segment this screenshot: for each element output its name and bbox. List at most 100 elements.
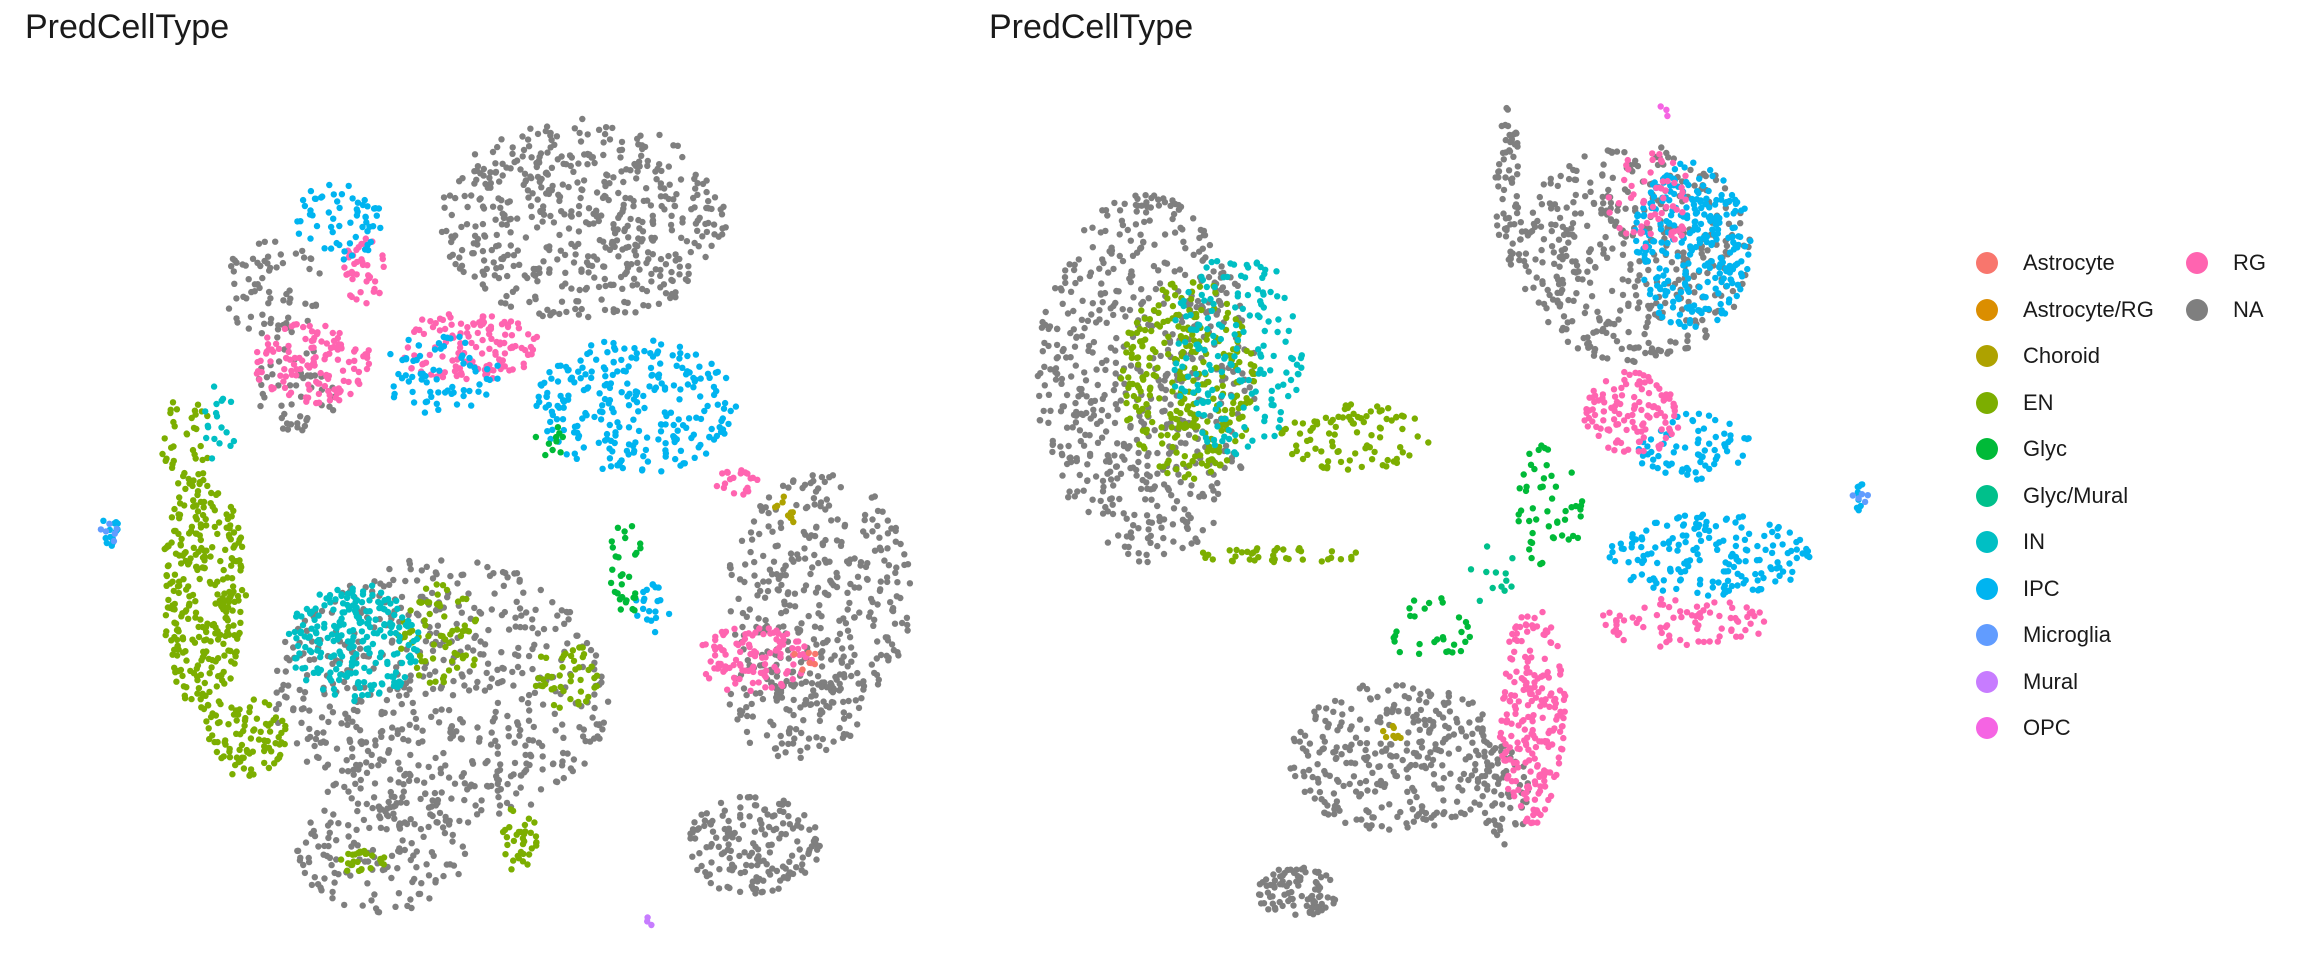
data-point — [527, 751, 534, 758]
data-point — [440, 673, 448, 680]
data-point — [624, 299, 631, 306]
data-point — [189, 636, 196, 643]
data-point — [304, 735, 311, 743]
data-point — [275, 701, 282, 708]
data-point — [904, 561, 912, 568]
data-point — [1522, 262, 1529, 270]
data-point — [591, 704, 598, 712]
data-point — [649, 217, 657, 224]
data-point — [1073, 334, 1080, 341]
data-point — [388, 852, 396, 859]
data-point — [1570, 166, 1577, 174]
data-point — [411, 821, 418, 828]
data-point — [884, 517, 891, 524]
data-point — [536, 153, 543, 161]
data-point — [203, 628, 210, 636]
data-point — [249, 255, 257, 262]
data-point — [595, 439, 602, 446]
data-point — [1169, 215, 1176, 223]
data-point — [527, 829, 534, 836]
data-point — [460, 360, 467, 367]
data-point — [535, 393, 542, 400]
data-point — [1119, 306, 1126, 313]
data-point — [334, 631, 341, 639]
data-point — [344, 684, 351, 692]
data-point — [1602, 233, 1609, 241]
data-point — [477, 195, 484, 202]
data-point — [299, 621, 307, 629]
data-point — [572, 305, 579, 313]
data-point — [644, 249, 652, 256]
data-point — [665, 195, 672, 203]
data-point — [174, 583, 182, 590]
data-point — [337, 856, 345, 863]
data-point — [464, 324, 471, 331]
cluster-ipc — [633, 581, 673, 636]
data-point — [457, 340, 464, 347]
data-point — [452, 260, 459, 268]
data-point — [553, 133, 561, 140]
data-point — [1582, 193, 1589, 200]
data-point — [750, 518, 758, 525]
data-point — [380, 861, 387, 868]
data-point — [1085, 342, 1093, 350]
data-point — [734, 716, 741, 723]
data-point — [492, 737, 499, 744]
data-point — [826, 558, 833, 565]
data-point — [475, 388, 482, 395]
data-point — [1600, 200, 1607, 207]
data-point — [582, 371, 589, 378]
data-point — [559, 397, 567, 404]
data-point — [340, 621, 347, 628]
data-point — [619, 593, 626, 601]
data-point — [1527, 229, 1534, 236]
data-point — [190, 477, 197, 484]
data-point — [177, 541, 184, 548]
data-point — [738, 537, 746, 544]
data-point — [789, 478, 797, 485]
data-point — [1047, 366, 1054, 373]
data-point — [650, 337, 657, 344]
data-point — [368, 762, 375, 770]
data-point — [1234, 282, 1241, 289]
data-point — [371, 891, 378, 898]
data-point — [584, 384, 592, 391]
data-point — [316, 270, 323, 277]
data-point — [204, 454, 211, 462]
data-point — [285, 348, 292, 356]
data-point — [460, 387, 467, 394]
data-point — [344, 860, 352, 867]
data-point — [501, 826, 509, 834]
data-point — [807, 701, 814, 708]
data-point — [593, 189, 601, 196]
data-point — [620, 178, 627, 186]
data-point — [1093, 366, 1100, 373]
data-point — [766, 849, 774, 856]
data-point — [501, 350, 509, 357]
data-point — [1127, 529, 1135, 536]
data-point — [338, 767, 346, 774]
data-point — [730, 490, 738, 497]
data-point — [502, 331, 509, 338]
data-point — [585, 313, 592, 321]
data-point — [1352, 788, 1360, 795]
data-point — [754, 581, 761, 589]
data-point — [904, 627, 911, 634]
data-point — [1646, 225, 1653, 232]
data-point — [383, 696, 391, 704]
data-point — [190, 544, 197, 551]
data-point — [808, 680, 816, 687]
data-point — [1130, 294, 1137, 301]
data-point — [458, 223, 465, 231]
data-point — [307, 187, 315, 195]
data-point — [1132, 221, 1140, 228]
data-point — [395, 370, 402, 378]
data-point — [736, 888, 744, 895]
data-point — [778, 609, 785, 617]
data-point — [254, 358, 261, 366]
data-point — [242, 592, 250, 599]
data-point — [1587, 179, 1594, 186]
data-point — [450, 389, 457, 396]
data-point — [385, 812, 392, 820]
cluster-rg — [401, 311, 541, 383]
